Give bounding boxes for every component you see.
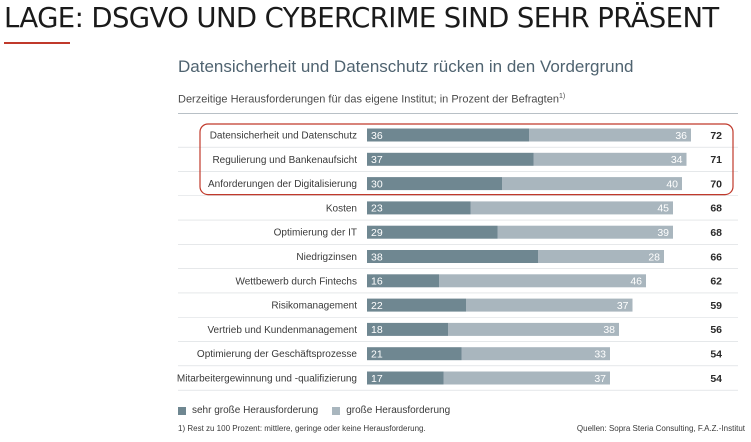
category-label: Optimierung der Geschäftsprozesse bbox=[197, 349, 358, 360]
subtitle-text: Derzeitige Herausforderungen für das eig… bbox=[178, 93, 559, 106]
data-label-series2: 46 bbox=[630, 276, 642, 288]
category-label: Datensicherheit und Datenschutz bbox=[210, 131, 357, 142]
total-label: 54 bbox=[710, 373, 722, 385]
bar-series1 bbox=[367, 177, 502, 191]
data-label-series2: 40 bbox=[666, 178, 678, 190]
data-label-series1: 23 bbox=[371, 203, 383, 215]
category-label: Risikomanagement bbox=[271, 301, 357, 312]
highlight-box bbox=[199, 123, 734, 196]
category-label: Vertrieb und Kundenmanagement bbox=[207, 325, 357, 336]
footnote: 1) Rest zu 100 Prozent: mittlere, gering… bbox=[178, 424, 426, 433]
total-label: 71 bbox=[710, 154, 722, 166]
category-label: Regulierung und Bankenaufsicht bbox=[212, 155, 357, 166]
data-label-series1: 22 bbox=[371, 300, 383, 312]
bar-series1 bbox=[367, 298, 466, 312]
chart-title: Datensicherheit und Datenschutz rücken i… bbox=[178, 57, 634, 76]
bar-series1 bbox=[367, 274, 439, 288]
data-label-series2: 36 bbox=[675, 130, 687, 142]
chart-subtitle: Derzeitige Herausforderungen für das eig… bbox=[178, 93, 565, 106]
data-label-series1: 16 bbox=[371, 276, 383, 288]
data-label-series2: 45 bbox=[657, 203, 669, 215]
category-label: Wettbewerb durch Fintechs bbox=[235, 276, 357, 287]
bar-series2 bbox=[461, 347, 610, 361]
data-label-series2: 34 bbox=[671, 154, 683, 166]
legend: sehr große Herausforderung große Herausf… bbox=[178, 405, 464, 416]
data-label-series2: 38 bbox=[603, 324, 615, 336]
total-label: 54 bbox=[710, 349, 722, 361]
legend-label-series1: sehr große Herausforderung bbox=[192, 405, 319, 416]
bar-series1 bbox=[367, 371, 444, 385]
bar-series1 bbox=[367, 152, 534, 166]
bar-series2 bbox=[466, 298, 633, 312]
data-label-series2: 33 bbox=[594, 349, 606, 361]
data-label-series1: 37 bbox=[371, 154, 383, 166]
data-label-series1: 17 bbox=[371, 373, 383, 385]
total-label: 56 bbox=[710, 324, 722, 336]
data-label-series1: 29 bbox=[371, 227, 383, 239]
data-label-series2: 37 bbox=[594, 373, 606, 385]
bar-series2 bbox=[529, 128, 691, 142]
data-label-series1: 36 bbox=[371, 130, 383, 142]
legend-item-series1: sehr große Herausforderung bbox=[178, 405, 318, 416]
source-note: Quellen: Sopra Steria Consulting, F.A.Z.… bbox=[576, 424, 745, 433]
total-label: 70 bbox=[710, 178, 722, 190]
legend-swatch-series1 bbox=[178, 406, 186, 415]
bar-series2 bbox=[470, 201, 673, 215]
data-label-series2: 39 bbox=[657, 227, 669, 239]
footnote-marker: 1) bbox=[558, 93, 566, 100]
bar-series1 bbox=[367, 322, 448, 336]
bar-series2 bbox=[538, 250, 664, 263]
data-label-series2: 37 bbox=[617, 300, 629, 312]
title-underline bbox=[4, 42, 70, 44]
legend-swatch-series2 bbox=[332, 406, 341, 415]
bar-series2 bbox=[448, 322, 619, 336]
slide-title: LAGE: DSGVO UND CYBERCRIME SIND SEHR PRÄ… bbox=[4, 2, 719, 34]
data-label-series1: 18 bbox=[371, 324, 383, 336]
total-label: 68 bbox=[710, 203, 722, 215]
category-label: Anforderungen der Digitalisierung bbox=[208, 179, 357, 190]
bar-series1 bbox=[367, 128, 529, 142]
data-label-series1: 30 bbox=[371, 178, 383, 190]
bar-series1 bbox=[367, 347, 462, 361]
bar-series2 bbox=[497, 225, 673, 239]
bar-series2 bbox=[443, 371, 610, 385]
category-label: Kosten bbox=[326, 203, 357, 214]
category-label: Mitarbeitergewinnung und -qualifizierung bbox=[177, 374, 357, 385]
bar-series1 bbox=[367, 225, 498, 239]
data-label-series1: 38 bbox=[371, 251, 383, 263]
bar-series2 bbox=[439, 274, 646, 288]
bar-series2 bbox=[533, 152, 687, 166]
bar-series2 bbox=[502, 177, 682, 191]
total-label: 62 bbox=[710, 276, 722, 288]
total-label: 66 bbox=[710, 251, 722, 263]
subtitle-divider bbox=[178, 113, 738, 114]
category-label: Niedrigzinsen bbox=[296, 252, 357, 263]
category-label: Optimierung der IT bbox=[274, 228, 357, 239]
legend-item-series2: große Herausforderung bbox=[332, 405, 450, 416]
total-label: 59 bbox=[710, 300, 722, 312]
total-label: 72 bbox=[710, 130, 722, 142]
bar-series1 bbox=[367, 250, 538, 263]
bar-series1 bbox=[367, 201, 471, 215]
total-label: 68 bbox=[710, 227, 722, 239]
legend-label-series2: große Herausforderung bbox=[346, 405, 451, 416]
data-label-series1: 21 bbox=[371, 349, 383, 361]
data-label-series2: 28 bbox=[648, 251, 660, 263]
